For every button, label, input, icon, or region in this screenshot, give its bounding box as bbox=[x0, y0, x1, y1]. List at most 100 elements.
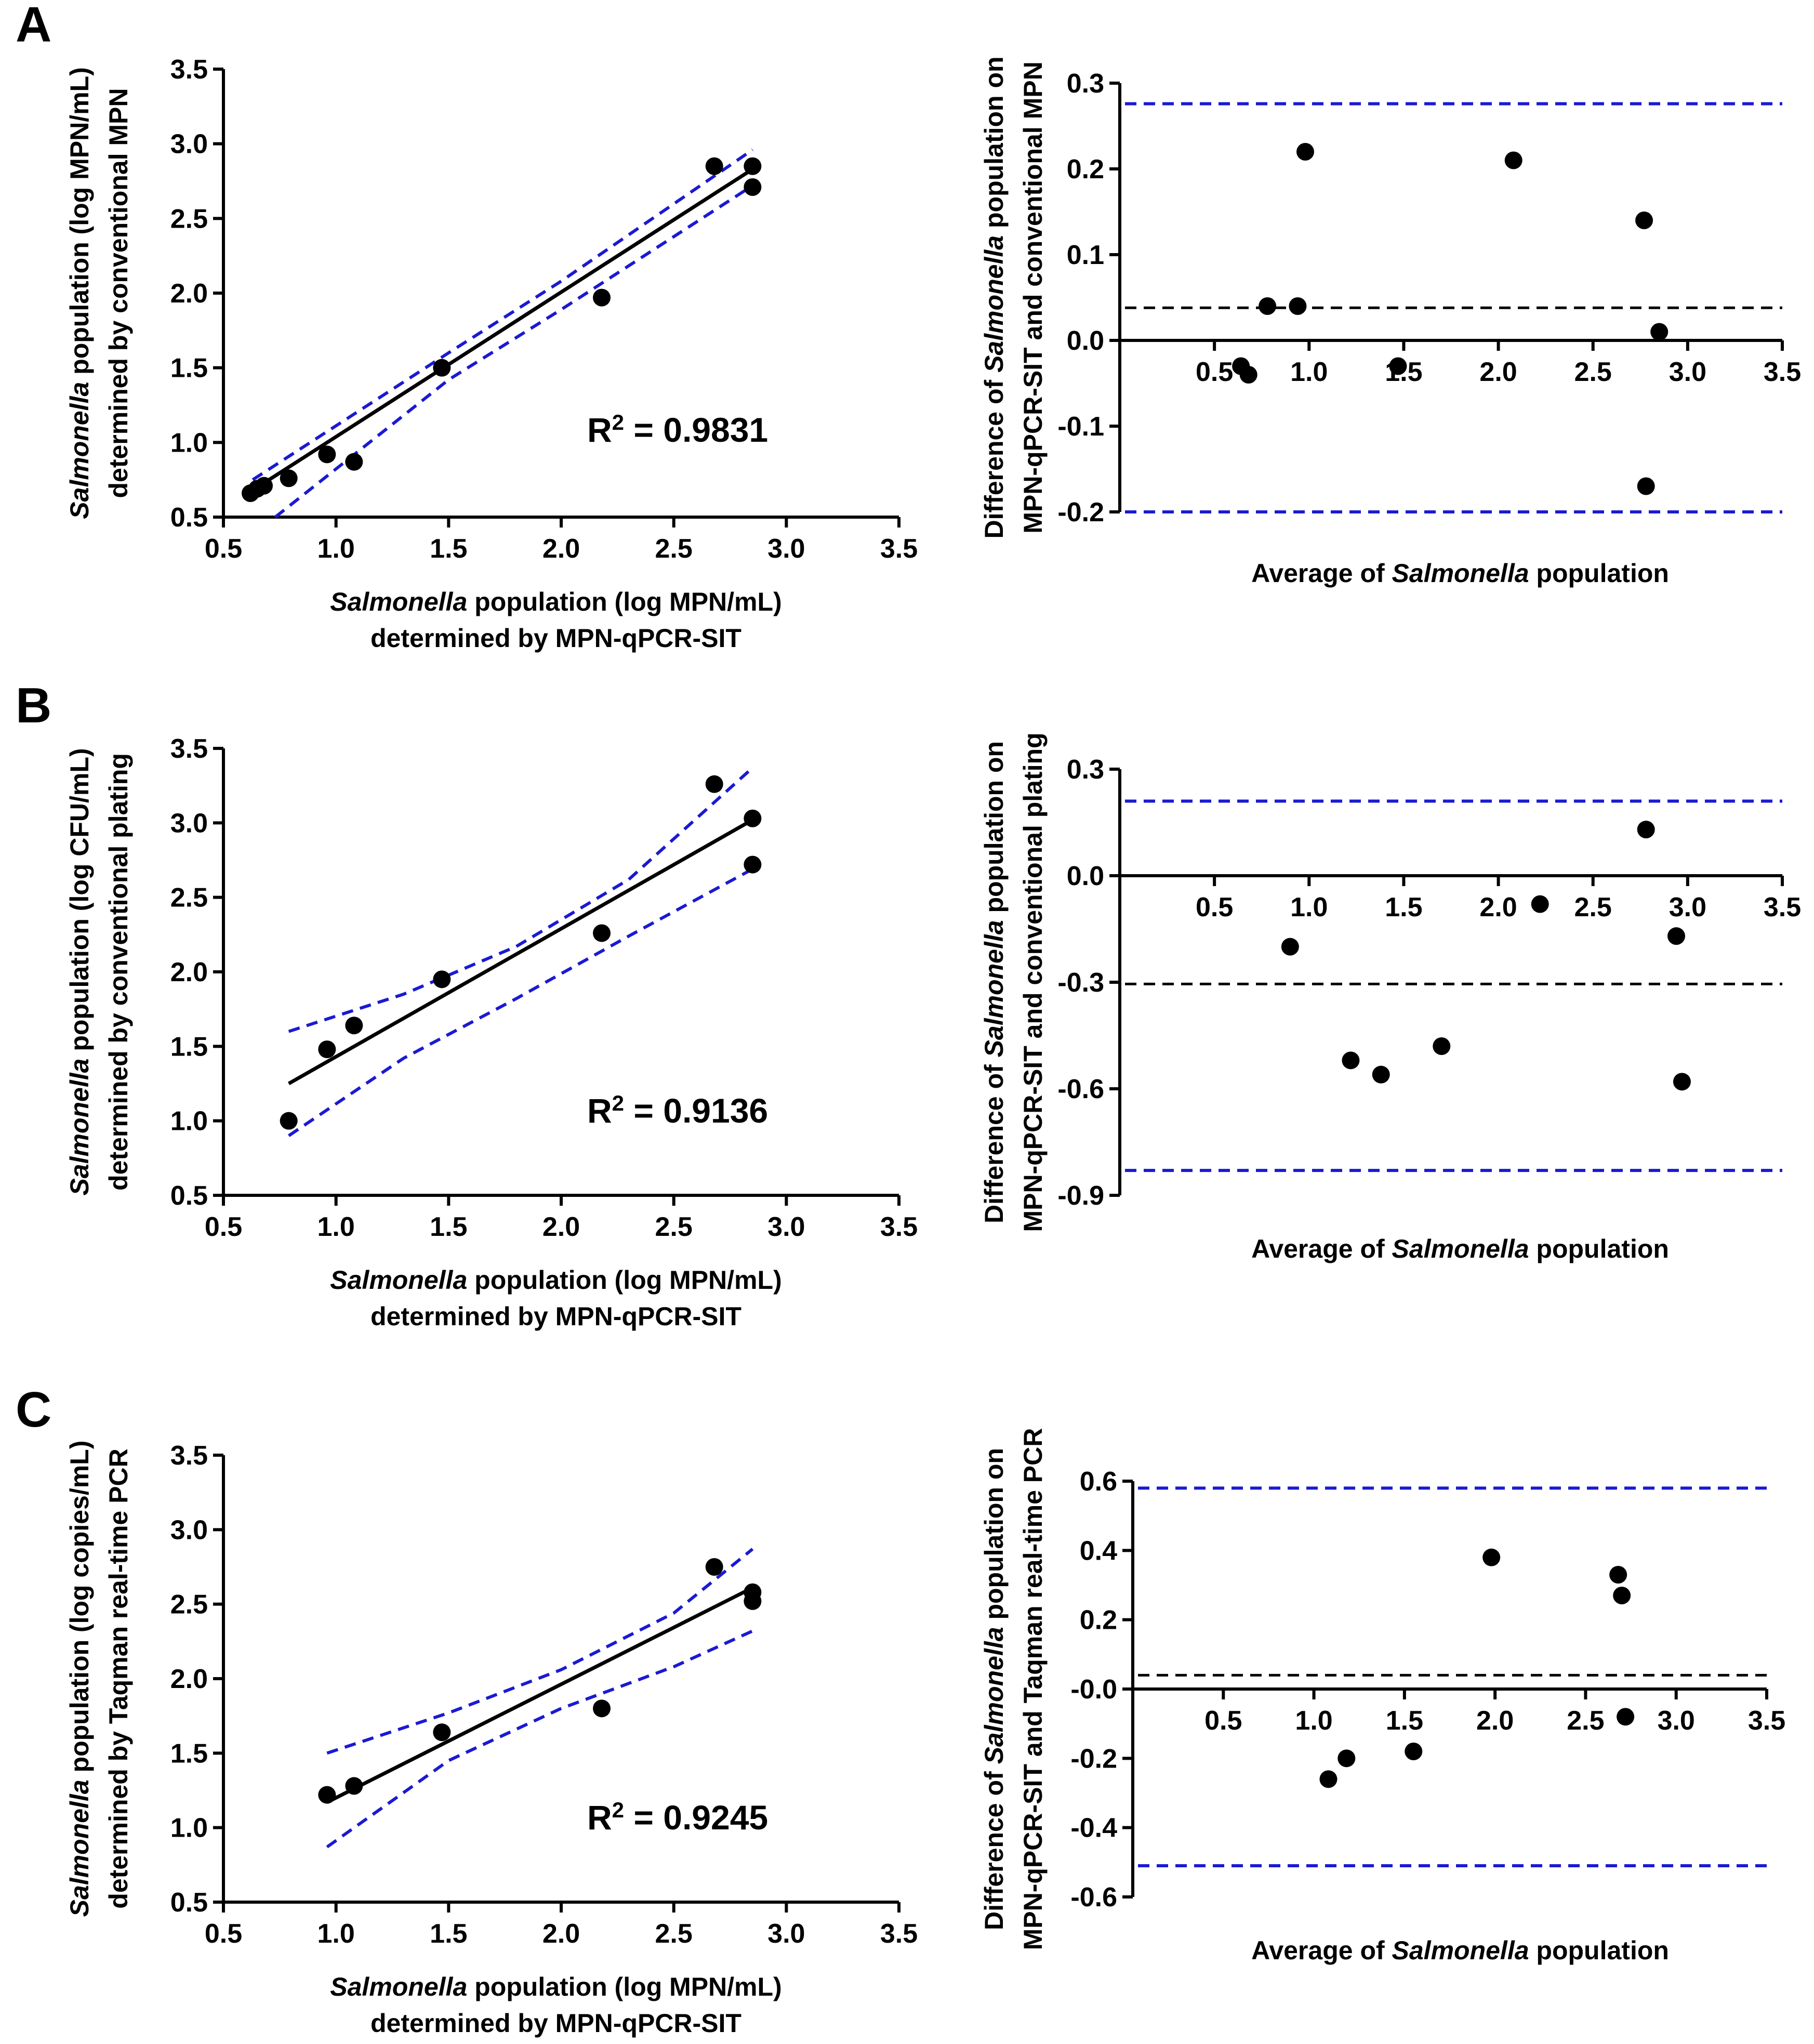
x-axis-title-line2: determined by MPN-qPCR-SIT bbox=[370, 1302, 742, 1331]
data-point bbox=[593, 288, 611, 307]
x-tick-label: 2.0 bbox=[542, 1212, 580, 1242]
data-point bbox=[744, 809, 762, 827]
x-axis-title: Salmonella population (log MPN/mL) bbox=[330, 1972, 782, 2001]
x-tick-label: 2.0 bbox=[1479, 892, 1517, 922]
y-tick-label: 3.5 bbox=[170, 55, 208, 85]
x-tick-label: 1.0 bbox=[317, 1212, 355, 1242]
x-tick-label: 1.0 bbox=[1290, 892, 1328, 922]
y-tick-label: 0.2 bbox=[1080, 1605, 1117, 1636]
data-point bbox=[744, 855, 762, 874]
chart-A-bland-altman: 0.51.01.52.02.53.03.5-0.2-0.10.00.10.20.… bbox=[979, 57, 1801, 588]
x-tick-label: 1.5 bbox=[1385, 892, 1422, 922]
y-tick-label: -0.2 bbox=[1070, 1744, 1117, 1774]
x-axis-title: Salmonella population (log MPN/mL) bbox=[330, 1265, 782, 1295]
x-tick-label: 2.5 bbox=[1567, 1706, 1604, 1736]
chart-C-regression: C 0.5 1.0 1.5 2.0 2.5 3.0 3.5 0.5 1.0 1.5 2.0 2.5 3.0… bbox=[16, 1382, 918, 2038]
data-point bbox=[318, 1786, 336, 1804]
y-axis-title-line2: determined by conventional plating bbox=[104, 753, 133, 1191]
data-point bbox=[1482, 1548, 1501, 1566]
chart-B-bland-altman: 0.5 1.0 1.5 2.0 2.5 3.0 3.5 -0.9 -0.6 -0.3 0.0 0.3 A… bbox=[979, 732, 1801, 1263]
x-tick-label: 0.5 bbox=[1196, 892, 1233, 922]
data-point bbox=[705, 157, 723, 175]
data-point bbox=[1531, 895, 1549, 913]
data-point bbox=[1319, 1770, 1338, 1788]
x-tick-label: 1.5 bbox=[430, 534, 467, 564]
y-tick-label: 0.0 bbox=[1067, 861, 1104, 891]
data-point bbox=[345, 1777, 363, 1795]
x-tick-label: 3.5 bbox=[1748, 1706, 1785, 1736]
x-tick-label: 0.5 bbox=[1196, 357, 1233, 387]
y-tick-label: 1.0 bbox=[170, 428, 208, 458]
y-tick-label: 2.0 bbox=[170, 957, 208, 987]
y-tick-label: 2.0 bbox=[170, 1664, 208, 1694]
y-tick-label: -0.6 bbox=[1070, 1882, 1117, 1913]
data-point bbox=[1613, 1587, 1631, 1604]
y-tick-label: 0.5 bbox=[170, 1888, 208, 1918]
y-tick-label: -0.1 bbox=[1057, 412, 1104, 442]
y-tick-label: 0.3 bbox=[1067, 69, 1104, 99]
y-tick-label: 3.5 bbox=[170, 1441, 208, 1471]
y-axis-title: Difference of Salmonella population on bbox=[979, 1448, 1009, 1930]
y-tick-label: -0.9 bbox=[1057, 1181, 1104, 1211]
data-point bbox=[1673, 1073, 1691, 1091]
y-axis-title: Salmonella population (log copies/mL) bbox=[65, 1441, 94, 1917]
x-tick-label: 3.5 bbox=[880, 1919, 918, 1949]
x-tick-label: 1.5 bbox=[430, 1919, 467, 1949]
data-point bbox=[1433, 1037, 1451, 1055]
data-point bbox=[744, 157, 762, 175]
y-tick-label: -0.3 bbox=[1057, 968, 1104, 998]
data-point bbox=[1667, 927, 1685, 945]
regression-line bbox=[287, 818, 754, 1086]
data-point bbox=[1281, 938, 1299, 956]
data-point bbox=[433, 359, 451, 377]
y-tick-label: 0.4 bbox=[1080, 1536, 1117, 1566]
x-tick-label: 2.0 bbox=[1479, 357, 1517, 387]
x-tick-label: 2.5 bbox=[1574, 357, 1612, 387]
y-tick-label: 1.5 bbox=[170, 1032, 208, 1062]
y-tick-label: 2.5 bbox=[170, 1590, 208, 1620]
y-tick-label: 1.0 bbox=[170, 1106, 208, 1137]
y-axis-title: Difference of Salmonella population on bbox=[979, 741, 1009, 1223]
data-point bbox=[280, 1112, 298, 1130]
x-tick-label: 2.5 bbox=[655, 1919, 693, 1949]
data-point bbox=[1342, 1051, 1360, 1070]
x-axis-title: Average of Salmonella population bbox=[1251, 559, 1669, 588]
x-tick-label: 3.0 bbox=[767, 1919, 805, 1949]
y-tick-label: 0.5 bbox=[170, 503, 208, 533]
y-tick-label: 1.5 bbox=[170, 1738, 208, 1769]
y-axis-title-line2: MPN-qPCR-SIT and conventional MPN bbox=[1018, 61, 1048, 533]
x-tick-label: 0.5 bbox=[205, 1919, 242, 1949]
x-tick-label: 1.0 bbox=[1290, 357, 1328, 387]
y-tick-label: 3.0 bbox=[170, 1515, 208, 1545]
chart-A-regression: A 0.5 1.0 1.5 2.0 2.5 3.0 3.5 0.5 1.0 1.5 2.0 2.5 3.0… bbox=[16, 0, 918, 653]
y-tick-label: 0.0 bbox=[1067, 326, 1104, 356]
y-axis-title-line2: MPN-qPCR-SIT and conventional plating bbox=[1018, 732, 1048, 1232]
data-point bbox=[433, 970, 451, 988]
chart-B-regression: B 0.5 1.0 1.5 2.0 2.5 3.0 3.5 0.5 1.0 1.5 2.0 2.5 3.0… bbox=[16, 678, 918, 1331]
data-point bbox=[318, 1040, 336, 1059]
data-point bbox=[1635, 212, 1653, 229]
ci-lower-line bbox=[274, 184, 753, 519]
y-tick-label: 0.1 bbox=[1067, 240, 1104, 270]
data-point bbox=[318, 445, 336, 464]
x-tick-label: 3.0 bbox=[767, 534, 805, 564]
data-point bbox=[705, 775, 723, 793]
data-point bbox=[280, 469, 298, 487]
x-tick-label: 0.5 bbox=[205, 1212, 242, 1242]
regression-line bbox=[326, 1586, 753, 1804]
x-axis-title: Average of Salmonella population bbox=[1251, 1936, 1669, 1965]
y-tick-label: -0.6 bbox=[1057, 1074, 1104, 1104]
x-tick-label: 2.5 bbox=[1574, 892, 1612, 922]
x-tick-label: 3.0 bbox=[1669, 357, 1706, 387]
data-point bbox=[1338, 1749, 1356, 1768]
x-tick-label: 1.5 bbox=[1386, 1706, 1423, 1736]
y-tick-label: 0.5 bbox=[170, 1181, 208, 1211]
data-point bbox=[1289, 297, 1307, 315]
y-tick-label: -0.0 bbox=[1070, 1674, 1117, 1705]
x-tick-label: 3.5 bbox=[880, 1212, 918, 1242]
r-squared-annotation: R2 = 0.9831 bbox=[587, 410, 768, 450]
x-tick-label: 3.5 bbox=[1764, 357, 1801, 387]
panel-label: B bbox=[16, 678, 51, 733]
data-point bbox=[433, 1723, 451, 1742]
y-tick-label: -0.2 bbox=[1057, 497, 1104, 528]
